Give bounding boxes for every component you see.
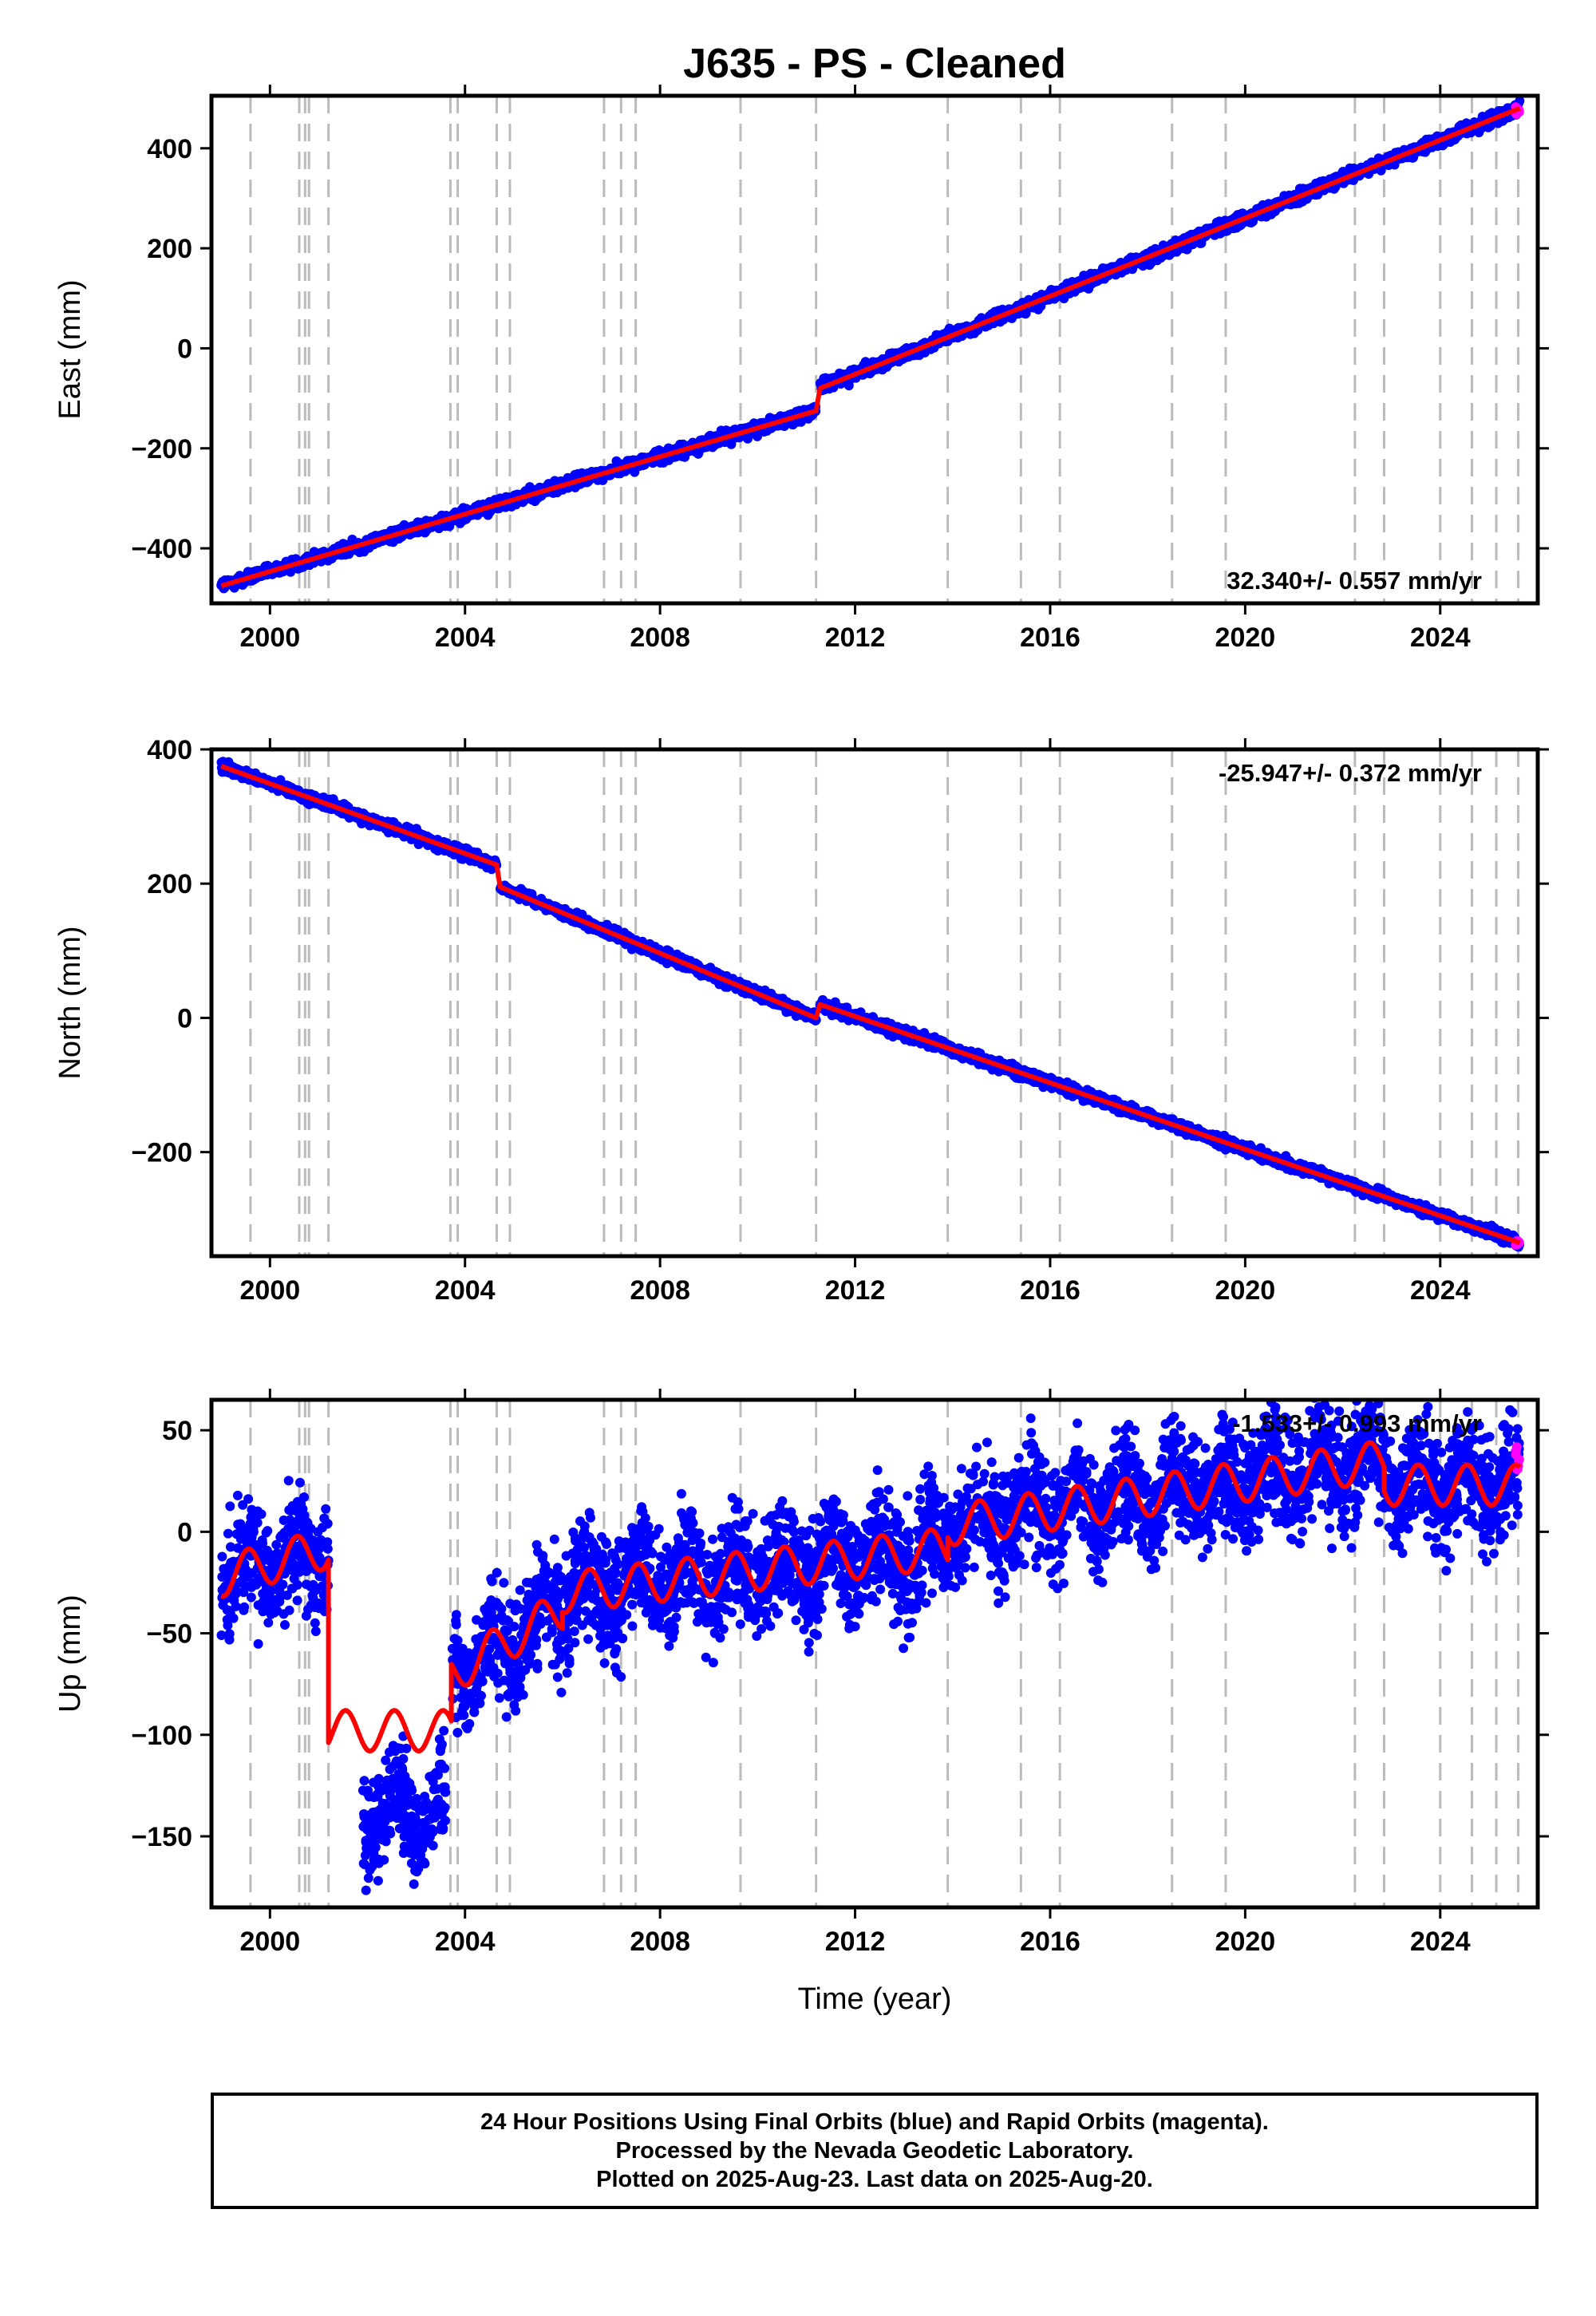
plot-frame <box>209 93 1540 606</box>
y-tick-label: 400 <box>147 134 192 164</box>
y-tick-label: −400 <box>131 534 192 564</box>
x-tick-label: 2000 <box>240 622 301 653</box>
x-tick-label: 2008 <box>630 622 690 653</box>
y-tick-label: 200 <box>147 234 192 264</box>
y-axis-label: East (mm) <box>53 279 87 419</box>
figure-title: J635 - PS - Cleaned <box>683 41 1066 87</box>
plot-area <box>216 749 1524 1256</box>
plot-area <box>216 96 1525 603</box>
x-tick-label: 2016 <box>1020 622 1080 653</box>
y-tick-label: 0 <box>177 334 192 364</box>
final-orbit-points <box>216 96 1525 594</box>
model-line <box>219 105 1521 588</box>
x-tick-label: 2020 <box>1215 622 1276 653</box>
east-panel: −400 −200 0 200 400 2000 2004 2008 2012 2016 2020 2… <box>53 85 1549 653</box>
x-tick-label: 2004 <box>435 622 496 653</box>
x-tick-label: 2024 <box>1410 622 1471 653</box>
y-tick-label: −200 <box>131 434 192 464</box>
x-tick-label: 2012 <box>825 622 886 653</box>
velocity-label: 32.340+/- 0.557 mm/yr <box>1227 567 1482 595</box>
